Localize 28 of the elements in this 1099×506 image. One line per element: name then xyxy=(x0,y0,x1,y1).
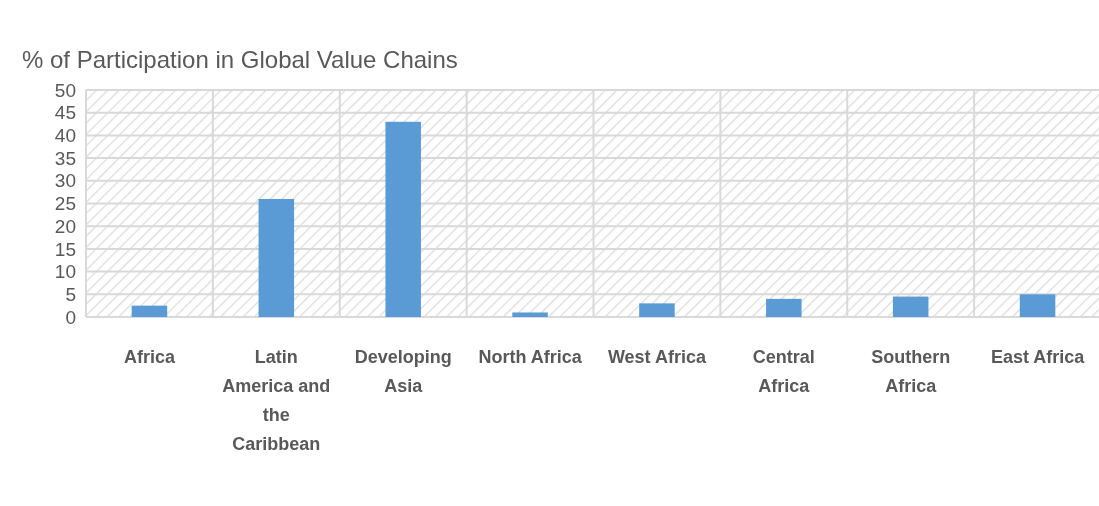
y-tick-label: 40 xyxy=(54,125,76,147)
y-tick-label: 20 xyxy=(54,215,76,237)
bar xyxy=(1019,294,1056,317)
x-tick-label: East Africa xyxy=(990,347,1086,367)
bar xyxy=(385,121,421,317)
y-tick-label: 45 xyxy=(54,102,76,124)
bar xyxy=(892,296,929,317)
y-tick-label: 30 xyxy=(54,170,76,192)
x-tick-label: Southern Africa xyxy=(871,347,951,396)
y-tick-label: 10 xyxy=(54,261,76,283)
bar xyxy=(512,312,548,317)
y-tick-label: 5 xyxy=(65,283,76,305)
bar xyxy=(131,305,168,317)
x-tick-label: Central Africa xyxy=(752,347,815,396)
bar xyxy=(639,303,675,317)
y-tick-label: 0 xyxy=(65,306,76,328)
y-tick-label: 25 xyxy=(54,193,76,215)
x-tick-label: Africa xyxy=(123,347,176,367)
chart-title: % of Participation in Global Value Chains xyxy=(22,46,458,73)
y-tick-label: 50 xyxy=(54,79,76,101)
bar xyxy=(258,198,295,317)
x-tick-label: Latin America and the Caribbean xyxy=(222,347,331,454)
x-tick-label: North Africa xyxy=(478,347,583,367)
y-tick-label: 15 xyxy=(54,238,76,260)
x-tick-label: Developing Asia xyxy=(354,347,452,396)
bar xyxy=(766,298,802,317)
x-tick-label: West Africa xyxy=(607,347,707,367)
y-tick-label: 35 xyxy=(54,147,76,169)
